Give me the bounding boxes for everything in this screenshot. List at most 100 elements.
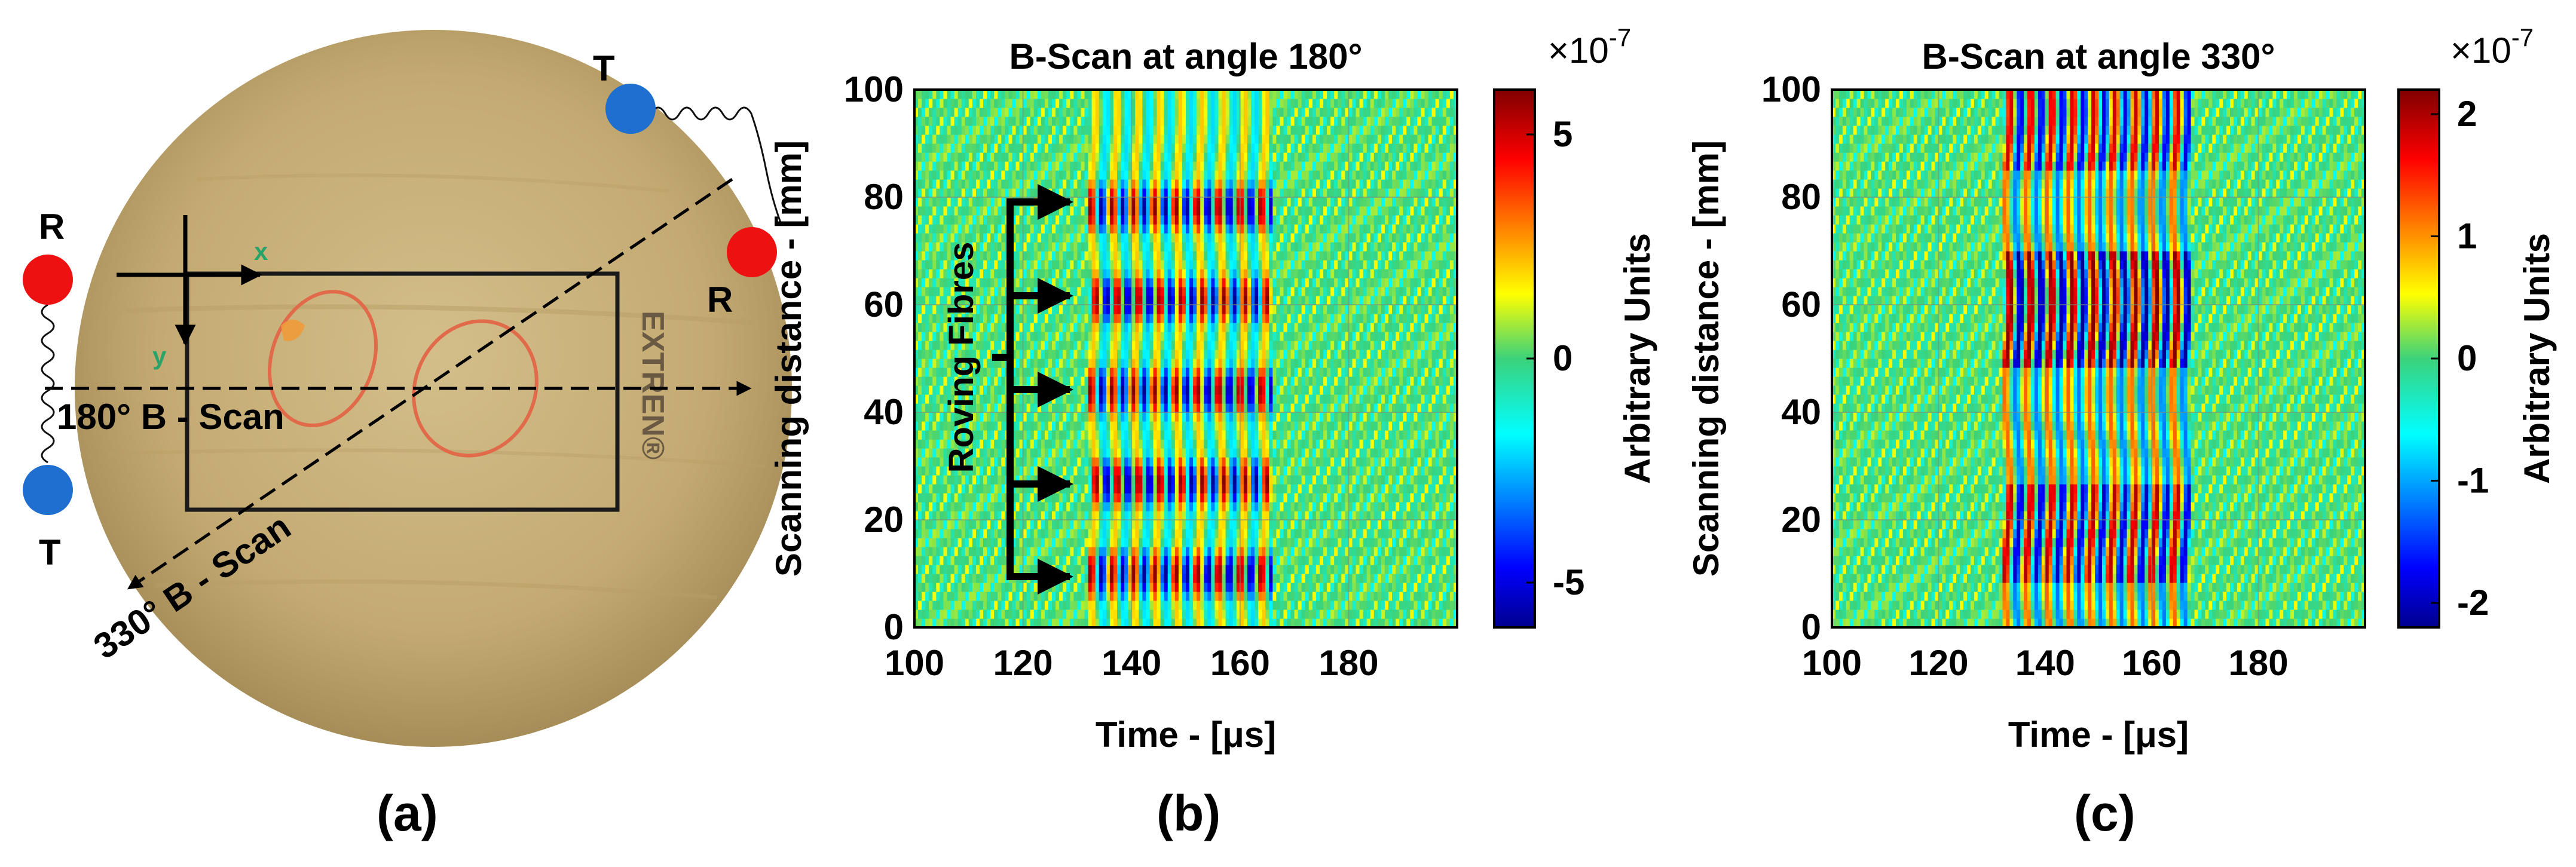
heatmap-cell <box>1015 618 1020 627</box>
heatmap-cell <box>965 547 969 556</box>
heatmap-cell <box>1077 314 1082 323</box>
heatmap-cell <box>1037 457 1042 467</box>
heatmap-cell <box>1182 215 1186 225</box>
heatmap-cell <box>1142 341 1147 350</box>
heatmap-cell <box>1121 278 1125 287</box>
heatmap-cell <box>1041 618 1045 627</box>
heatmap-cell <box>936 179 940 189</box>
heatmap-cell <box>998 269 1002 278</box>
heatmap-cell <box>914 161 919 171</box>
heatmap-cell <box>1008 143 1013 153</box>
heatmap-cell <box>983 269 987 278</box>
heatmap-cell <box>957 547 962 556</box>
heatmap-cell <box>1142 403 1147 413</box>
heatmap-cell <box>1116 170 1121 180</box>
heatmap-cell <box>1084 125 1089 135</box>
heatmap-cell <box>1063 520 1067 529</box>
heatmap-cell <box>965 179 969 189</box>
heatmap-cell <box>968 90 973 99</box>
heatmap-cell <box>1193 511 1197 520</box>
heatmap-cell <box>1186 547 1190 556</box>
heatmap-cell <box>1037 251 1042 261</box>
heatmap-cell <box>1171 385 1176 395</box>
heatmap-cell <box>1099 332 1103 341</box>
heatmap-cell <box>1171 90 1176 99</box>
heatmap-cell <box>1095 609 1100 619</box>
heatmap-cell <box>1052 206 1056 216</box>
heatmap-cell <box>1113 493 1118 503</box>
heatmap-cell <box>925 412 929 422</box>
heatmap-cell <box>914 502 919 511</box>
heatmap-cell <box>1073 367 1078 377</box>
heatmap-cell <box>957 394 962 404</box>
heatmap-cell <box>954 439 959 449</box>
heatmap-cell <box>1077 90 1082 99</box>
heatmap-cell <box>1095 565 1100 574</box>
heatmap-cell <box>1044 188 1049 198</box>
heatmap-cell <box>1182 592 1186 601</box>
heatmap-cell <box>961 502 966 511</box>
heatmap-cell <box>1019 430 1024 440</box>
heatmap-cell <box>1106 108 1110 117</box>
heatmap-cell <box>1005 601 1009 610</box>
heatmap-cell <box>987 332 991 341</box>
heatmap-cell <box>1153 529 1158 538</box>
heatmap-cell <box>943 529 948 538</box>
heatmap-cell <box>929 601 933 610</box>
heatmap-cell <box>950 592 955 601</box>
heatmap-cell <box>1146 278 1151 287</box>
heatmap-cell <box>1178 601 1183 610</box>
heatmap-cell <box>1149 314 1154 323</box>
heatmap-cell <box>1056 134 1060 144</box>
heatmap-cell <box>998 529 1002 538</box>
heatmap-cell <box>1207 403 1211 413</box>
heatmap-cell <box>1048 90 1053 99</box>
heatmap-cell <box>940 90 944 99</box>
heatmap-cell <box>1099 457 1103 467</box>
heatmap-cell <box>1207 511 1211 520</box>
heatmap-cell <box>1088 305 1093 314</box>
heatmap-cell <box>1023 547 1027 556</box>
heatmap-cell <box>1116 529 1121 538</box>
heatmap-cell <box>1001 592 1005 601</box>
heatmap-cell <box>1102 305 1107 314</box>
heatmap-cell <box>965 448 969 458</box>
heatmap-cell <box>918 278 922 287</box>
heatmap-cell <box>1193 143 1197 153</box>
heatmap-cell <box>1070 99 1074 108</box>
heatmap-cell <box>1193 206 1197 216</box>
heatmap-cell <box>1091 305 1096 314</box>
heatmap-cell <box>1207 287 1211 296</box>
heatmap-cell <box>1048 242 1053 252</box>
heatmap-cell <box>990 439 995 449</box>
heatmap-cell <box>1077 260 1082 269</box>
heatmap-cell <box>961 99 966 108</box>
heatmap-cell <box>1102 547 1107 556</box>
heatmap-cell <box>1056 547 1060 556</box>
heatmap-cell <box>1030 394 1035 404</box>
heatmap-cell <box>1106 206 1110 216</box>
heatmap-cell <box>1023 314 1027 323</box>
heatmap-cell <box>1030 618 1035 627</box>
heatmap-cell <box>1174 574 1179 583</box>
heatmap-cell <box>1052 609 1056 619</box>
heatmap-cell <box>954 475 959 485</box>
heatmap-cell <box>1030 152 1035 162</box>
heatmap-cell <box>957 448 962 458</box>
heatmap-cell <box>1066 341 1070 350</box>
heatmap-cell <box>987 108 991 117</box>
heatmap-cell <box>936 233 940 243</box>
heatmap-cell <box>975 556 980 565</box>
heatmap-cell <box>972 99 977 108</box>
heatmap-cell <box>1131 394 1136 404</box>
heatmap-cell <box>1153 125 1158 135</box>
heatmap-cell <box>1070 475 1074 485</box>
heatmap-cell <box>1095 242 1100 252</box>
heatmap-cell <box>947 260 952 269</box>
heatmap-cell <box>1008 134 1013 144</box>
heatmap-cell <box>947 403 952 413</box>
heatmap-cell <box>1128 466 1132 476</box>
heatmap-cell <box>1026 520 1031 529</box>
heatmap-cell <box>972 601 977 610</box>
heatmap-cell <box>1211 385 1216 395</box>
